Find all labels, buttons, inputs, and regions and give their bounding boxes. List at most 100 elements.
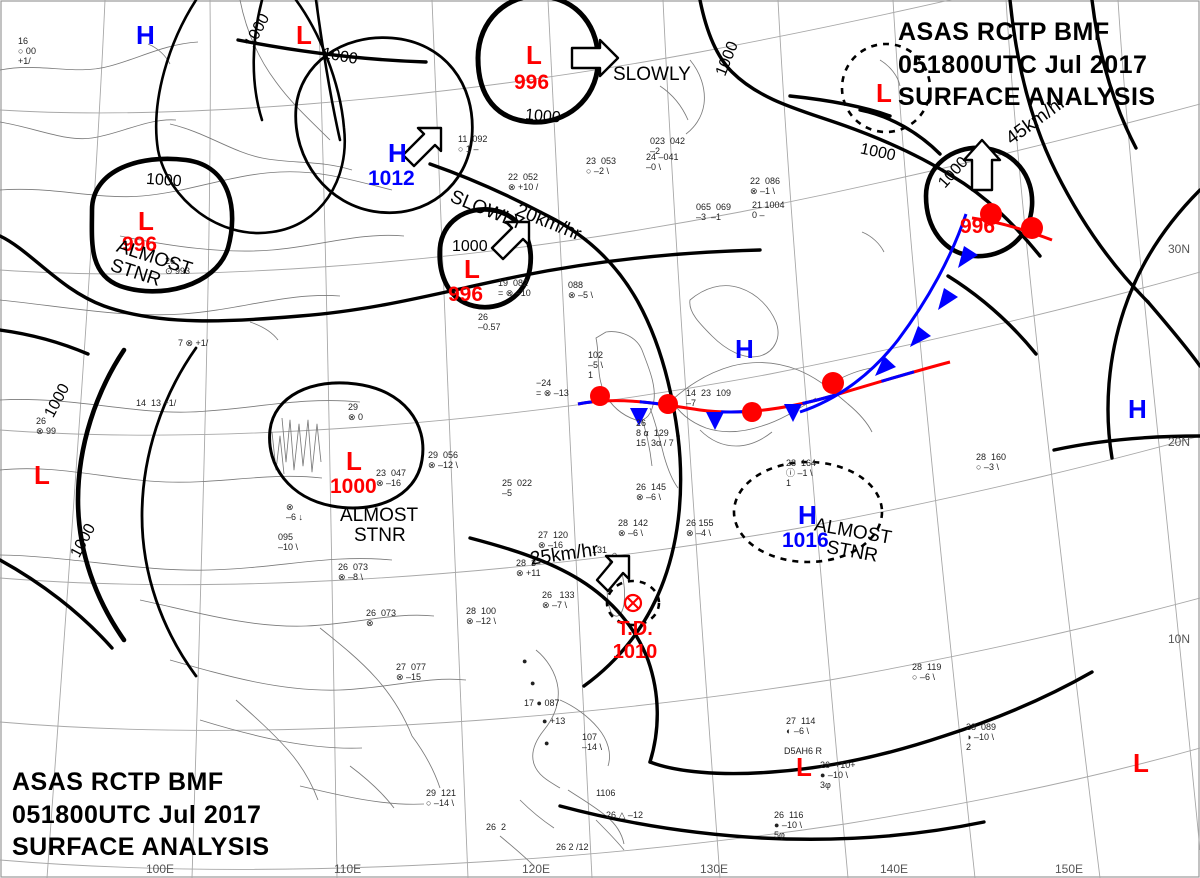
- station-plot: 21 1004 0 –: [752, 200, 785, 221]
- dashed-high-1016: [732, 460, 884, 564]
- pressure-center-low: L: [526, 40, 542, 70]
- chart-title-top: ASAS RCTP BMF 051800UTC Jul 2017 SURFACE…: [898, 16, 1156, 114]
- station-plot: 26 145 ⊗ –6 \: [636, 482, 667, 503]
- pressure-center-low: L: [34, 460, 50, 490]
- pressure-center-value: 1012: [368, 167, 415, 190]
- pressure-center-low: L: [296, 20, 312, 50]
- pressure-center-high: H: [735, 334, 754, 364]
- chart-title-bottom: ASAS RCTP BMF 051800UTC Jul 2017 SURFACE…: [12, 766, 270, 864]
- station-plot: 26 +10+ ● –10 \ 3φ: [820, 760, 856, 791]
- station-plot: 26 155 ⊗ –4 \: [686, 518, 714, 539]
- station-plot: 28 142 ⊗ –6 \: [618, 518, 649, 539]
- td-symbol: [623, 593, 643, 613]
- lon-label-120e: 120E: [522, 862, 551, 876]
- title-line-1: ASAS RCTP BMF: [898, 18, 1110, 46]
- station-plot: 14 23 109 –7: [686, 388, 732, 409]
- station-plot: 7 ⊗ +1/: [178, 338, 209, 348]
- station-plot: 102 –5 \ 1: [588, 350, 604, 381]
- dashed-low-ne: [840, 42, 932, 134]
- title-line-3: SURFACE ANALYSIS: [898, 83, 1156, 111]
- station-plot: 16 ○ 00 +1/: [18, 36, 36, 67]
- pressure-center-low: L: [876, 78, 892, 108]
- stationary-front-japan: [577, 360, 951, 430]
- title-line-1: ASAS RCTP BMF: [12, 768, 224, 796]
- pressure-center-high: H: [1128, 394, 1147, 424]
- lon-label-130e: 130E: [700, 862, 729, 876]
- station-plot: 26 △ –12: [606, 810, 643, 820]
- station-plot: 27 077 ⊗ –15: [396, 662, 427, 683]
- motion-arrow-45kmh: [962, 138, 1002, 192]
- station-plot: ● +13: [542, 716, 566, 726]
- title-line-2: 051800UTC Jul 2017: [12, 800, 262, 829]
- station-plot: 107 –14 \: [582, 732, 603, 753]
- lon-label-100e: 100E: [146, 862, 175, 876]
- pressure-center-low: L: [138, 206, 154, 236]
- lat-label-30n: 30N: [1168, 242, 1191, 256]
- station-plot: 29 056 ⊗ –12 \: [428, 450, 459, 471]
- stnr-line1: ALMOST: [340, 505, 419, 526]
- station-plot: ●: [522, 656, 528, 666]
- station-plot: 27 120 ⊗ –16: [538, 530, 569, 551]
- station-plot: 26 116 ● –10 \ 5φ: [774, 810, 804, 841]
- station-plot: 26 ⊗ 99: [36, 416, 57, 437]
- station-plot: −24 = ⊗ –13: [536, 378, 569, 399]
- pressure-center-value: 996: [448, 283, 484, 306]
- station-plot: 23 053 ○ –2 \: [586, 156, 617, 177]
- tropical-depression-label: T.D. 1010: [600, 618, 670, 664]
- pressure-center-value: 996: [122, 233, 158, 256]
- station-plot: 26 2 /12: [556, 842, 589, 852]
- station-plot: 131: [592, 545, 608, 555]
- station-plot: ●: [530, 678, 536, 688]
- pressure-center-high: H: [388, 138, 407, 168]
- station-plot: 24 –041 –0 \: [646, 152, 679, 173]
- station-plot: 28 3 ⊗ +11: [516, 558, 541, 579]
- lat-label-10n: 10N: [1168, 632, 1191, 646]
- motion-label: SLOWLY: [613, 64, 691, 85]
- motion-arrow-slowly-top: [570, 38, 620, 78]
- station-plot: 28 119 ○ –6 \: [912, 662, 942, 683]
- station-plot: 27 114 ◐ –6 \: [786, 716, 816, 737]
- station-plot: ●: [544, 738, 550, 748]
- station-plot: 26 073 ⊗: [366, 608, 397, 629]
- stnr-line2: STNR: [354, 524, 406, 546]
- pressure-center-high: H: [136, 20, 155, 50]
- title-line-3: SURFACE ANALYSIS: [12, 833, 270, 861]
- station-plot: 023 042 –2: [650, 136, 686, 157]
- station-plot: 11 092 ○ 1 –: [458, 134, 488, 155]
- station-plot: 26 133 ⊗ –7 \: [542, 590, 575, 611]
- pressure-center-value: 1000: [330, 475, 377, 498]
- coastlines: [0, 0, 901, 867]
- dashed-td: [605, 579, 661, 627]
- isobar-label: 1000: [452, 238, 488, 255]
- pressure-center-low: L: [346, 446, 362, 476]
- station-plot: 1106: [596, 788, 616, 798]
- station-plot: 088 ⊗ –5 \: [568, 280, 594, 301]
- station-plot: 23 047 ⊗ –16: [376, 468, 407, 489]
- motion-arrow-20kmh: [490, 220, 531, 261]
- pressure-center-value: 996: [960, 215, 996, 238]
- station-plot: 065 069 –3 –1: [696, 202, 732, 223]
- pressure-center-low: L: [1133, 748, 1149, 778]
- motion-arrow-25kmh: [595, 554, 631, 593]
- stationary-label: ALMOST STNR: [340, 506, 418, 546]
- station-plot: 14 13 +1/: [136, 398, 177, 408]
- isobar-label: 1000: [524, 106, 562, 127]
- station-plot: 26 ⊙ 993: [165, 256, 191, 277]
- cold-front-ne: [799, 213, 978, 414]
- pressure-center-value: 1016: [782, 529, 829, 552]
- station-plot: 17 ● 087: [524, 698, 560, 708]
- station-plot: 26 073 ⊗ –8 \: [338, 562, 369, 583]
- station-plot: 29 ⊗ 0: [348, 402, 364, 423]
- pressure-center-low: L: [464, 254, 480, 284]
- station-plot: 28 100 ⊗ –12 \: [466, 606, 497, 627]
- station-plot: ⊗ –6 ↓: [286, 502, 304, 523]
- pressure-center-high: H: [798, 500, 817, 530]
- isobar-label: 1000: [145, 170, 183, 191]
- station-plot: 19 082 = ⊗ –10: [498, 278, 531, 299]
- station-plot: 26 –0.57: [478, 312, 501, 333]
